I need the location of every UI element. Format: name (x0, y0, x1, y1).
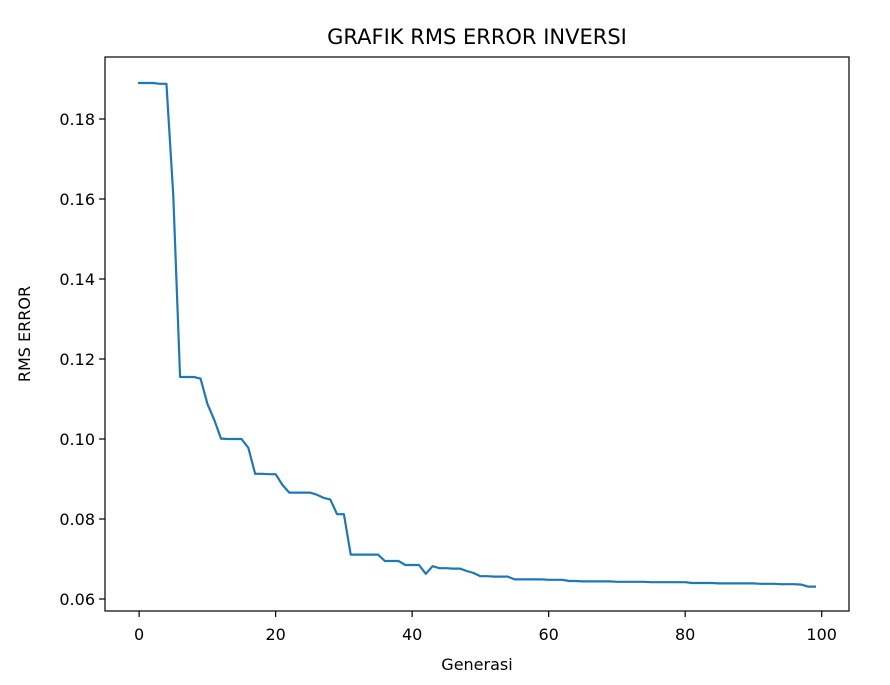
x-tick-label: 60 (538, 625, 558, 644)
y-tick-label: 0.10 (59, 430, 95, 449)
y-tick-label: 0.14 (59, 270, 95, 289)
y-tick-label: 0.16 (59, 190, 95, 209)
x-tick-label: 20 (265, 625, 285, 644)
y-tick-label: 0.06 (59, 590, 95, 609)
x-tick-label: 40 (402, 625, 422, 644)
rms-error-series-line (138, 81, 816, 588)
y-tick-label: 0.18 (59, 110, 95, 129)
chart-title: GRAFIK RMS ERROR INVERSI (327, 25, 627, 49)
plot-frame (104, 56, 850, 612)
x-tick-label: 100 (806, 625, 837, 644)
y-tick-label: 0.12 (59, 350, 95, 369)
x-axis-ticks: 0 20 40 60 80 100 (134, 611, 837, 644)
x-tick-label: 0 (134, 625, 144, 644)
y-axis-ticks: 0.06 0.08 0.10 0.12 0.14 0.16 0.18 (59, 110, 105, 609)
x-axis-label: Generasi (441, 655, 512, 674)
x-tick-label: 80 (675, 625, 695, 644)
y-tick-label: 0.08 (59, 510, 95, 529)
y-axis-label: RMS ERROR (15, 286, 34, 382)
